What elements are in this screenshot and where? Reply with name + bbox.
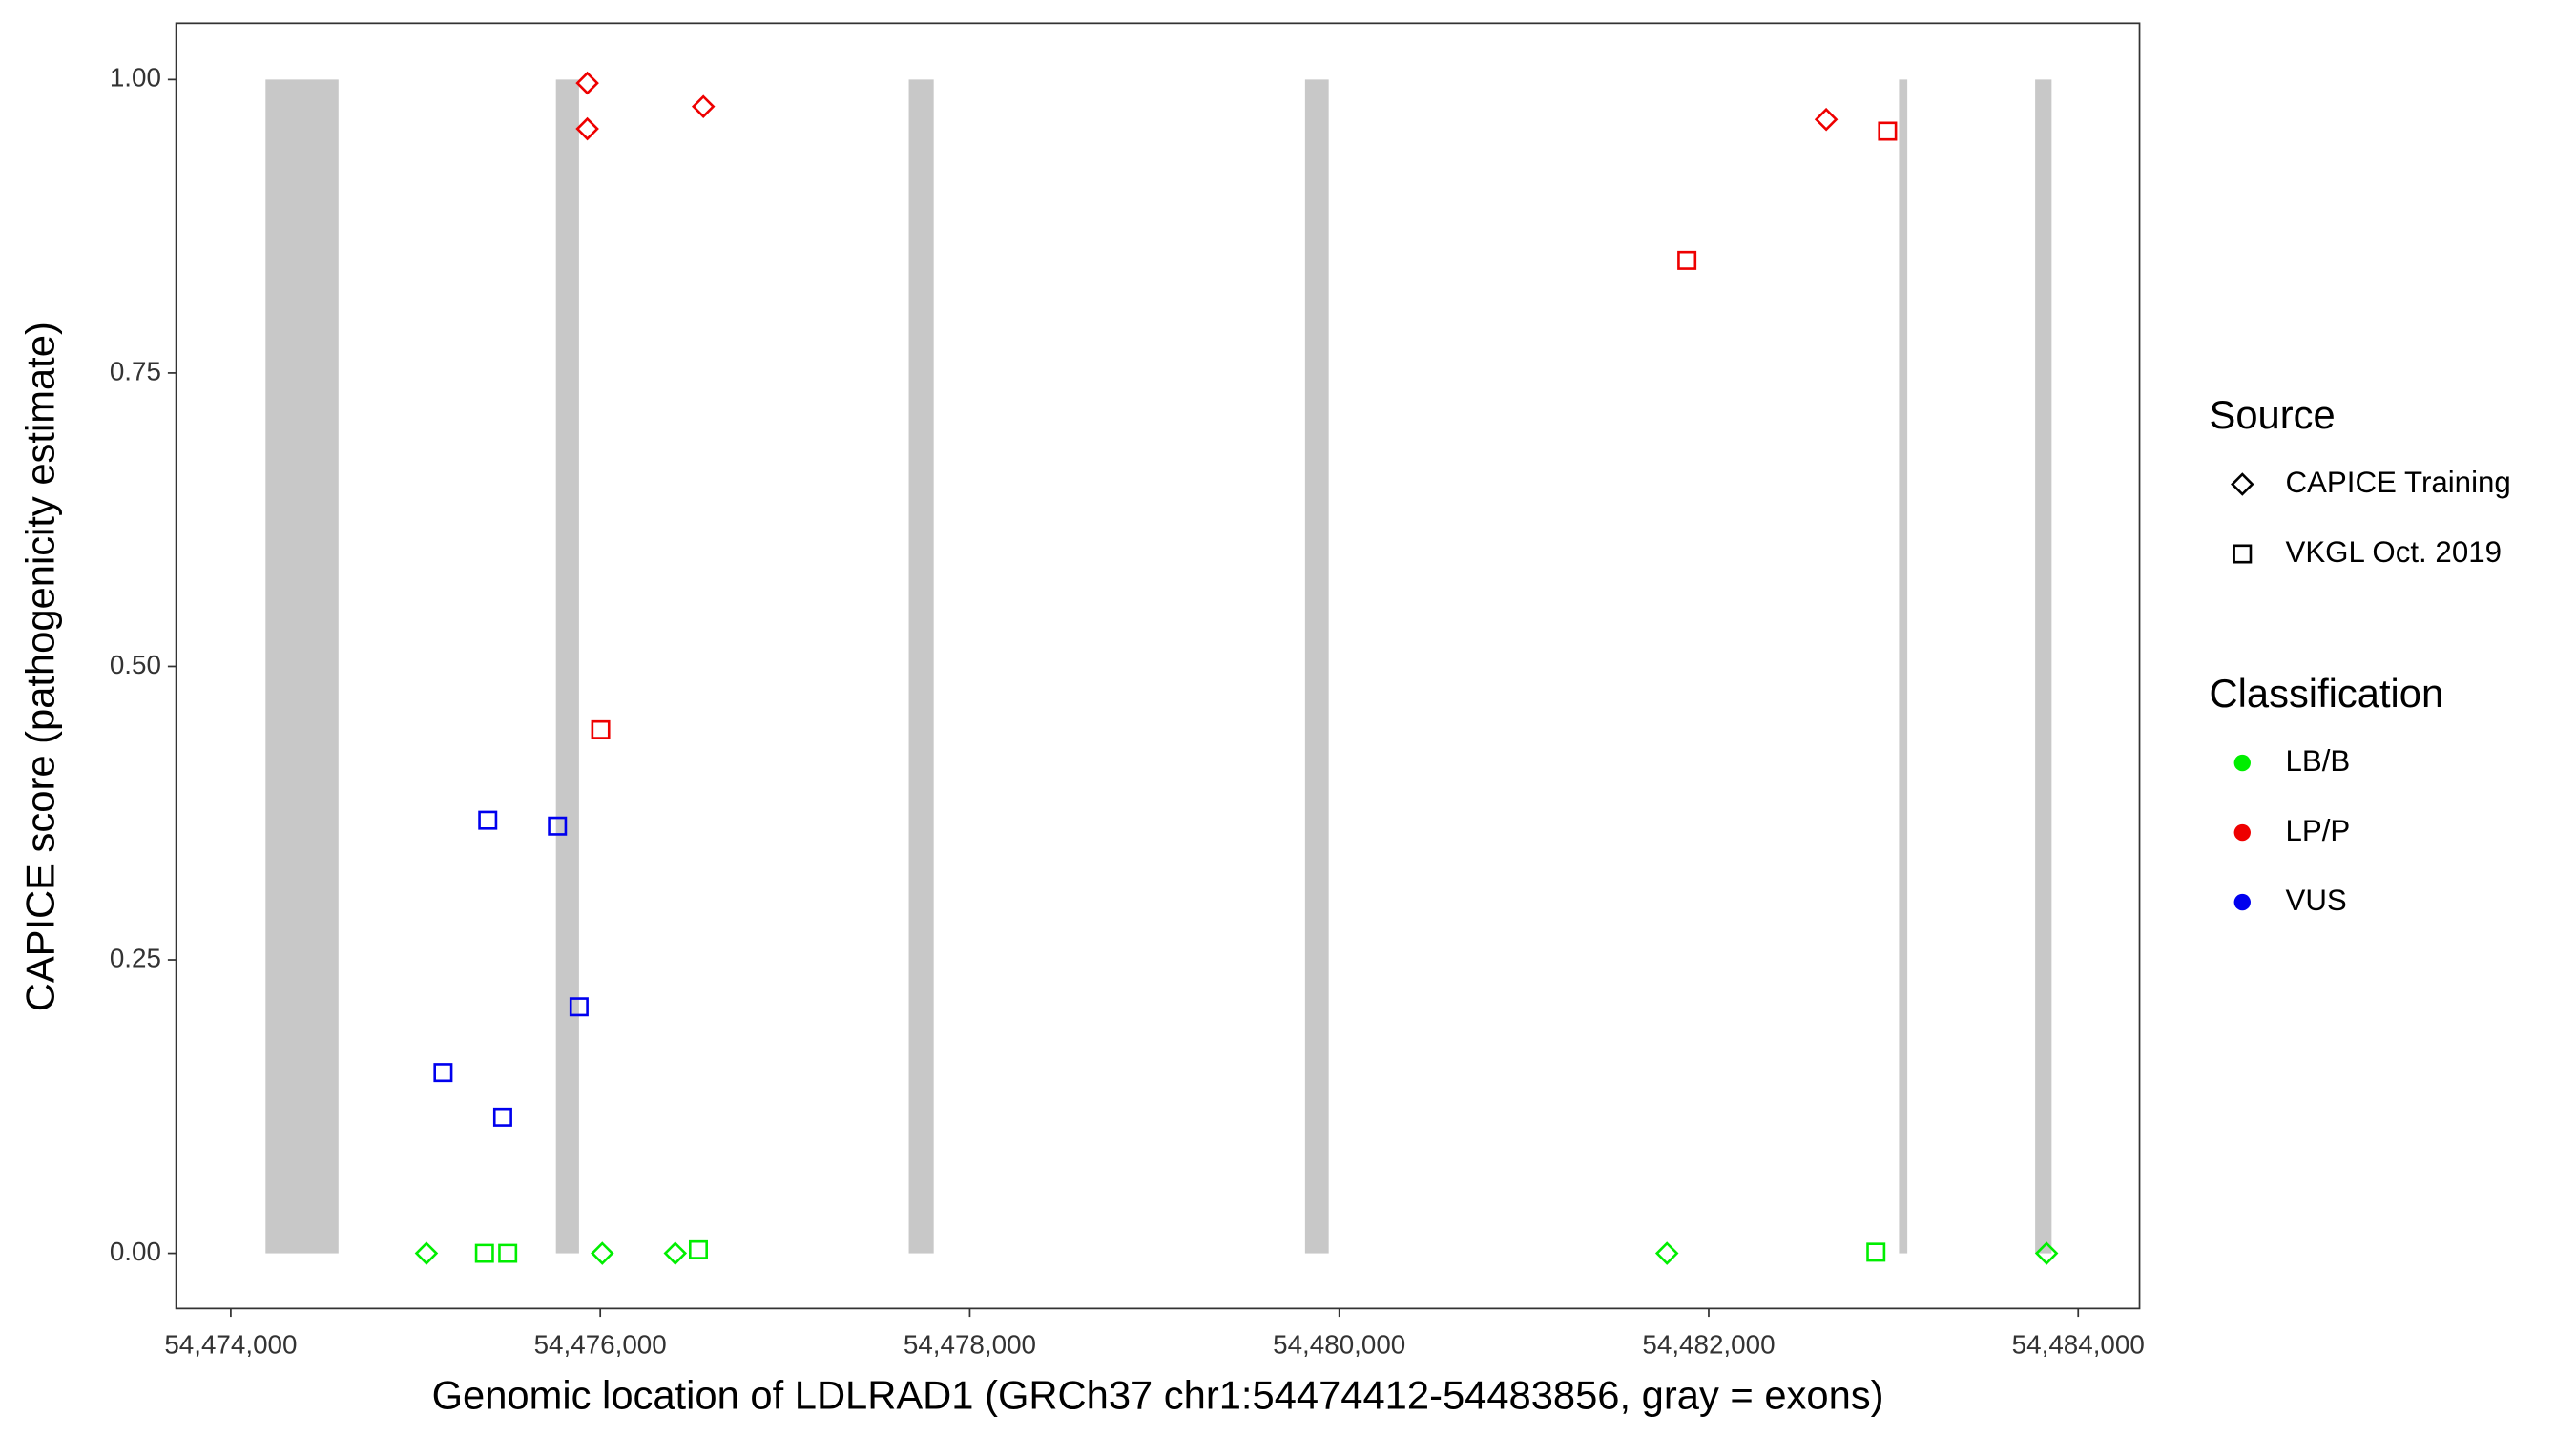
point (569, 997, 589, 1017)
point (1814, 107, 1839, 132)
exon (265, 79, 339, 1254)
exon (908, 79, 934, 1254)
point (591, 1241, 614, 1265)
legend-label: VUS (2285, 884, 2346, 917)
point (1677, 250, 1697, 270)
point (433, 1063, 453, 1083)
point (663, 1241, 688, 1265)
point (414, 1241, 439, 1265)
legend-key (2233, 893, 2251, 911)
point (1866, 1242, 1886, 1262)
point (498, 1243, 518, 1263)
legend-key (2233, 823, 2251, 842)
x-axis-label: Genomic location of LDLRAD1 (GRCh37 chr1… (432, 1372, 1884, 1417)
point (575, 116, 599, 141)
plot-frame (175, 22, 2141, 1310)
y-tick-label: 0.50 (110, 650, 161, 679)
exon (2035, 79, 2052, 1254)
legend-label: LB/B (2285, 744, 2350, 778)
x-tick-label: 54,482,000 (1642, 1330, 1775, 1360)
legend-key (2233, 754, 2251, 772)
y-tick-label: 0.75 (110, 356, 161, 385)
exon (1304, 79, 1329, 1254)
y-axis-label: CAPICE score (pathogenicity estimate) (18, 322, 63, 1011)
point (1654, 1241, 1679, 1265)
exon (1899, 79, 1908, 1254)
point (688, 1239, 708, 1259)
legend-label: VKGL Oct. 2019 (2285, 535, 2502, 569)
x-tick-label: 54,480,000 (1273, 1330, 1405, 1360)
point (478, 810, 498, 830)
legend-title: Classification (2210, 671, 2444, 716)
y-tick-label: 0.00 (110, 1237, 161, 1266)
y-tick-label: 1.00 (110, 63, 161, 93)
point (1878, 121, 1898, 141)
point (691, 94, 716, 118)
x-tick-label: 54,478,000 (904, 1330, 1036, 1360)
legend-label: CAPICE Training (2285, 466, 2510, 499)
point (2034, 1241, 2059, 1265)
point (548, 816, 568, 836)
legend-title: Source (2210, 392, 2336, 437)
y-tick-label: 0.25 (110, 943, 161, 972)
x-tick-label: 54,484,000 (2012, 1330, 2145, 1360)
exon (555, 79, 579, 1254)
point (492, 1107, 512, 1127)
legend-key (2231, 472, 2254, 496)
x-tick-label: 54,474,000 (164, 1330, 297, 1360)
point (591, 719, 611, 739)
x-tick-label: 54,476,000 (534, 1330, 667, 1360)
point (575, 71, 599, 95)
legend-key (2233, 544, 2253, 564)
legend-label: LP/P (2285, 814, 2350, 847)
point (474, 1243, 494, 1263)
